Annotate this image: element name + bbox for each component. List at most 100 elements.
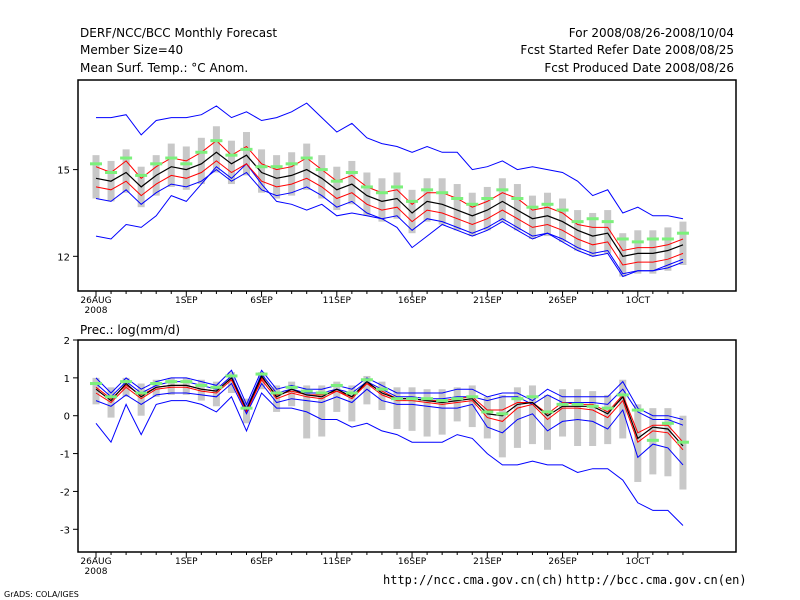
prec-ytick-label: -1 [60, 450, 70, 461]
prec-spread-bar [664, 408, 672, 477]
prec-spread-bar [498, 394, 506, 458]
prec-spread-bar [423, 389, 431, 437]
prec-line-band-lower [95, 378, 684, 451]
prec-ytick-label: -2 [60, 487, 70, 498]
temp-spread-bar [559, 198, 567, 242]
temp-spread-bar [408, 189, 416, 234]
prec-line-ensemble-mean [95, 374, 684, 447]
temp-line-band-lower [95, 160, 684, 266]
prec-spread-bar [559, 389, 567, 437]
prec-plot-frame [77, 339, 737, 553]
prec-spread-bar [408, 387, 416, 431]
header-produced-date: Fcst Produced Date 2008/08/26 [544, 61, 734, 75]
header-started-date: Fcst Started Refer Date 2008/08/25 [520, 43, 734, 57]
grads-credit: GrADS: COLA/IGES [4, 590, 79, 599]
temp-spread-bar [348, 160, 356, 205]
prec-spread-bar [619, 379, 627, 439]
temp-spread-bar [197, 137, 205, 185]
prec-spread-bar [348, 385, 356, 422]
prec-line-member-min [95, 382, 684, 466]
temp-ytick-label: 15 [57, 166, 70, 177]
temp-spread-bar [528, 195, 536, 239]
prec-spread-bar [152, 379, 160, 397]
prec-line-member-floor [95, 392, 684, 526]
prec-line-member-upper [95, 373, 684, 426]
temp-xtick-year: 2008 [85, 306, 108, 316]
prec-spread-bar [182, 377, 190, 395]
temp-xtick-label: 1OCT [626, 296, 651, 306]
prec-ytick-label: -3 [60, 525, 70, 536]
temp-spread-bar [303, 143, 311, 190]
temp-spread-bar [438, 178, 446, 225]
temp-spread-bar [182, 146, 190, 190]
prec-spread-bar [634, 404, 642, 482]
prec-spread-bar [453, 387, 461, 422]
temp-spread-bar [468, 192, 476, 237]
temp-xtick-label: 6SEP [250, 296, 273, 306]
temp-spread-bar [634, 230, 642, 274]
prec-ytick-label: 2 [64, 336, 70, 347]
temp-line-ensemble-mean [95, 151, 684, 257]
prec-xtick-label: 1SEP [175, 557, 198, 567]
temp-spread-bar [212, 126, 220, 173]
prec-spread-bar [212, 381, 220, 407]
temp-spread-bar [318, 155, 326, 199]
temp-spread-bar [378, 178, 386, 222]
temperature-panel: 15 12 26AUG 1SEP 6SEP 11SEP 16SEP 21SEP 26SEP 1OC… [57, 79, 737, 316]
temp-spread-bar [483, 186, 491, 231]
temp-spread-bar [423, 178, 431, 222]
prec-spread-bar [167, 377, 175, 395]
temp-xtick-label: 26AUG [80, 296, 111, 306]
temp-xtick-label: 16SEP [398, 296, 427, 306]
prec-spread-bar [92, 377, 100, 405]
prec-xtick-label: 1OCT [626, 557, 651, 567]
temp-xtick-label: 21SEP [473, 296, 502, 306]
temp-spread-bar [258, 149, 266, 193]
temp-spread-bar [363, 172, 371, 216]
prec-xtick-label: 21SEP [473, 557, 502, 567]
temp-spread-bar [679, 221, 687, 265]
prec-xtick-label: 26SEP [548, 557, 577, 567]
temp-spread-bar [619, 233, 627, 277]
temp-spread-bar [513, 184, 521, 231]
prec-spread-bar [197, 379, 205, 401]
temp-spread-bar [167, 143, 175, 187]
prec-spread-bar [363, 375, 371, 405]
temp-spread-bar [92, 155, 100, 199]
temp-spread-bar [333, 166, 341, 211]
temp-spread-bar [498, 178, 506, 222]
temp-spread-bar [604, 210, 612, 254]
prec-spread-bar [679, 415, 687, 490]
temp-line-member-max [95, 163, 684, 278]
temp-line-member-upper [96, 102, 684, 220]
temp-spread-bar [227, 140, 235, 185]
prec-spread-bar [288, 381, 296, 407]
temp-xtick-label: 26SEP [548, 296, 577, 306]
prec-xtick-label: 26AUG [80, 557, 111, 567]
prec-spread-bar [468, 385, 476, 428]
header-member-size: Member Size=40 [80, 43, 183, 57]
header-title: DERF/NCC/BCC Monthly Forecast [80, 26, 277, 40]
prec-spread-bar [604, 394, 612, 445]
prec-spread-bar [227, 372, 235, 393]
footer-url-ncc[interactable]: http://ncc.cma.gov.cn(ch) [383, 573, 564, 587]
prec-line-member-max [95, 369, 684, 420]
footer-url-bcc[interactable]: http://bcc.cma.gov.cn(en) [566, 573, 747, 587]
temp-spread-bar [273, 155, 281, 199]
temp-spread-bar [544, 192, 551, 237]
prec-ytick-label: 1 [64, 374, 70, 385]
prec-spread-bar [438, 389, 446, 435]
temp-xtick-label: 1SEP [175, 296, 198, 306]
temp-plot-frame [77, 79, 737, 292]
prec-spread-bar [378, 381, 386, 411]
prec-spread-bar [544, 394, 551, 450]
temp-line-member-min [95, 168, 684, 275]
prec-xtick-year: 2008 [85, 567, 108, 577]
temp-spread-bar [589, 212, 597, 257]
temp-line-band-upper [95, 140, 684, 252]
prec-ytick-label: 0 [64, 412, 70, 423]
temp-spread-bar [243, 132, 250, 176]
prec-xtick-label: 6SEP [250, 557, 273, 567]
